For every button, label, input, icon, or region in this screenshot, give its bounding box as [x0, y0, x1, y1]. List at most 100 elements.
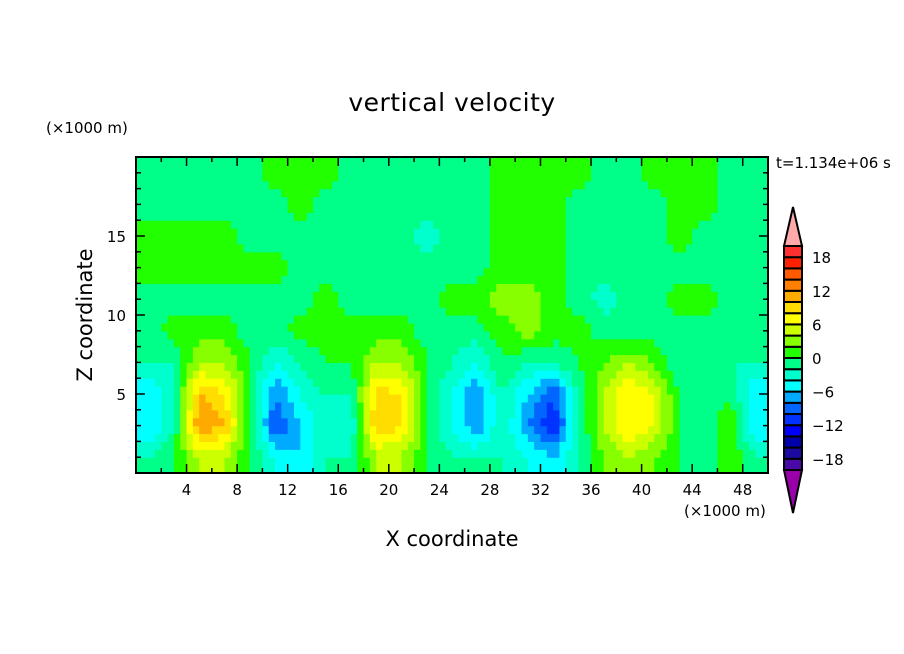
heatmap-cell — [660, 220, 668, 229]
heatmap-cell — [350, 188, 358, 198]
heatmap-cell — [161, 417, 169, 427]
heatmap-cell — [237, 338, 245, 348]
heatmap-cell — [591, 220, 598, 229]
heatmap-cell — [761, 157, 769, 166]
heatmap-cell — [736, 441, 744, 450]
heatmap-cell — [395, 322, 403, 332]
heatmap-cell — [742, 259, 750, 269]
heatmap-cell — [426, 204, 434, 213]
heatmap-cell — [319, 228, 327, 237]
heatmap-cell — [553, 449, 561, 458]
heatmap-cell — [369, 220, 377, 229]
heatmap-cell — [730, 394, 737, 403]
heatmap-cell — [610, 315, 617, 324]
heatmap-cell — [275, 362, 282, 371]
heatmap-cell — [742, 346, 750, 356]
heatmap-cell — [325, 188, 333, 198]
heatmap-cell — [502, 196, 510, 205]
heatmap-cell — [452, 172, 459, 182]
heatmap-cell — [249, 425, 257, 435]
heatmap-cell — [237, 251, 245, 261]
heatmap-cell — [635, 338, 643, 348]
heatmap-cell — [192, 299, 200, 308]
heatmap-cell — [553, 362, 561, 371]
heatmap-cell — [224, 394, 232, 403]
heatmap-cell — [692, 283, 700, 292]
heatmap-cell — [660, 417, 668, 427]
heatmap-cell — [414, 259, 421, 269]
heatmap-cell — [622, 299, 630, 308]
heatmap-cell — [167, 465, 175, 474]
heatmap-cell — [515, 330, 523, 340]
heatmap-cell — [294, 188, 301, 198]
heatmap-cell — [521, 307, 529, 316]
heatmap-cell — [344, 401, 352, 411]
heatmap-cell — [211, 362, 219, 371]
heatmap-cell — [148, 315, 156, 324]
heatmap-cell — [186, 378, 194, 387]
heatmap-cell — [154, 275, 162, 284]
heatmap-cell — [515, 425, 523, 435]
heatmap-cell — [243, 401, 251, 411]
heatmap-cell — [180, 283, 188, 292]
heatmap-cell — [622, 275, 630, 284]
heatmap-cell — [161, 330, 169, 340]
heatmap-cell — [723, 228, 731, 237]
heatmap-cell — [439, 409, 447, 419]
heatmap-cell — [186, 330, 194, 340]
heatmap-cell — [546, 299, 554, 308]
heatmap-cell — [205, 386, 213, 395]
heatmap-cell — [698, 220, 706, 229]
heatmap-cell — [565, 338, 573, 348]
heatmap-cell — [616, 465, 624, 474]
heatmap-cell — [192, 267, 200, 277]
heatmap-cell — [698, 441, 706, 450]
heatmap-cell — [256, 433, 263, 442]
heatmap-cell — [369, 212, 377, 221]
heatmap-cell — [572, 291, 579, 300]
heatmap-cell — [388, 164, 396, 174]
heatmap-cell — [711, 362, 719, 371]
heatmap-cell — [224, 346, 232, 356]
heatmap-cell — [439, 251, 447, 261]
heatmap-cell — [357, 188, 365, 198]
heatmap-cell — [281, 228, 289, 237]
heatmap-cell — [237, 164, 245, 174]
heatmap-cell — [338, 172, 346, 182]
heatmap-cell — [262, 401, 270, 411]
heatmap-cell — [395, 330, 403, 340]
heatmap-cell — [540, 267, 548, 277]
heatmap-cell — [161, 157, 169, 166]
heatmap-cell — [477, 322, 485, 332]
heatmap-cell — [622, 330, 630, 340]
heatmap-cell — [527, 354, 535, 363]
heatmap-cell — [407, 188, 415, 198]
heatmap-cell — [167, 409, 175, 419]
heatmap-cell — [584, 157, 592, 166]
heatmap-cell — [230, 267, 238, 277]
heatmap-cell — [591, 299, 598, 308]
heatmap-cell — [635, 283, 643, 292]
heatmap-cell — [281, 322, 289, 332]
heatmap-cell — [363, 220, 371, 229]
heatmap-cell — [439, 394, 447, 403]
heatmap-cell — [742, 283, 750, 292]
heatmap-cell — [616, 338, 624, 348]
heatmap-cell — [306, 378, 314, 387]
heatmap-cell — [730, 180, 737, 190]
heatmap-cell — [515, 220, 523, 229]
heatmap-cell — [736, 164, 744, 174]
heatmap-cell — [243, 465, 251, 474]
heatmap-cell — [730, 401, 737, 411]
heatmap-cell — [167, 196, 175, 205]
heatmap-cell — [243, 236, 251, 245]
heatmap-cell — [319, 267, 327, 277]
heatmap-cell — [256, 425, 263, 435]
heatmap-cell — [319, 441, 327, 450]
heatmap-cell — [306, 449, 314, 458]
heatmap-cell — [414, 425, 421, 435]
heatmap-cell — [730, 251, 737, 261]
heatmap-cell — [755, 267, 763, 277]
heatmap-cell — [344, 299, 352, 308]
heatmap-cell — [483, 259, 491, 269]
